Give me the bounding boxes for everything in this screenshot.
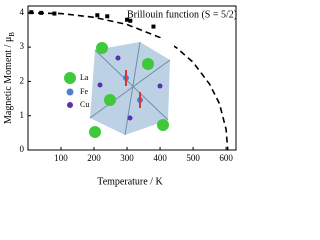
atom-la — [142, 58, 154, 70]
y-tick-label: 2 — [20, 75, 25, 85]
y-axis-label: Magnetic Moment / μB — [3, 32, 15, 124]
data-point — [52, 11, 57, 16]
y-tick-label: 1 — [20, 110, 25, 120]
y-label-main: Magnetic Moment / μ — [3, 37, 14, 124]
data-point — [128, 18, 133, 23]
data-point — [29, 10, 34, 15]
legend-label: Cu — [80, 100, 89, 109]
annotation: Brillouin function (S = 5/2) — [127, 9, 237, 20]
atom-cu — [127, 115, 133, 121]
edge — [94, 49, 169, 121]
x-tick-label: 300 — [120, 153, 134, 163]
x-tick-label: 200 — [87, 153, 101, 163]
y-tick-label: 3 — [20, 41, 25, 51]
x-tick-label: 100 — [54, 153, 68, 163]
x-tick-label: 400 — [153, 153, 167, 163]
data-point — [95, 13, 100, 18]
x-tick-label: 500 — [186, 153, 200, 163]
atom-cu — [115, 55, 121, 61]
data-point — [105, 14, 110, 19]
legend-label: La — [80, 73, 89, 82]
data-point — [151, 24, 156, 29]
y-label-sub: B — [8, 32, 16, 37]
data-point — [39, 10, 44, 15]
x-tick-label: 600 — [219, 153, 233, 163]
inset: La Fe Cu — [62, 38, 174, 146]
atom-la — [104, 94, 116, 106]
legend-la — [64, 72, 76, 84]
atom-la — [96, 42, 108, 54]
edge — [89, 59, 171, 119]
edge — [124, 41, 141, 136]
atom-la — [157, 119, 169, 131]
legend-cu — [67, 102, 73, 108]
chart: Temperature / K Magnetic Moment / μB Bri… — [3, 5, 237, 187]
data-point — [125, 17, 130, 22]
atom-cu — [97, 82, 103, 88]
atom-la — [89, 126, 101, 138]
legend-fe — [66, 88, 74, 96]
x-axis-label: Temperature / K — [97, 176, 163, 187]
y-tick-label: 4 — [20, 7, 25, 17]
plot-frame — [27, 5, 237, 151]
legend-label: Fe — [80, 87, 88, 96]
atom-cu — [157, 83, 163, 89]
y-tick-label: 0 — [20, 144, 25, 154]
brillouin-curve — [27, 12, 229, 151]
